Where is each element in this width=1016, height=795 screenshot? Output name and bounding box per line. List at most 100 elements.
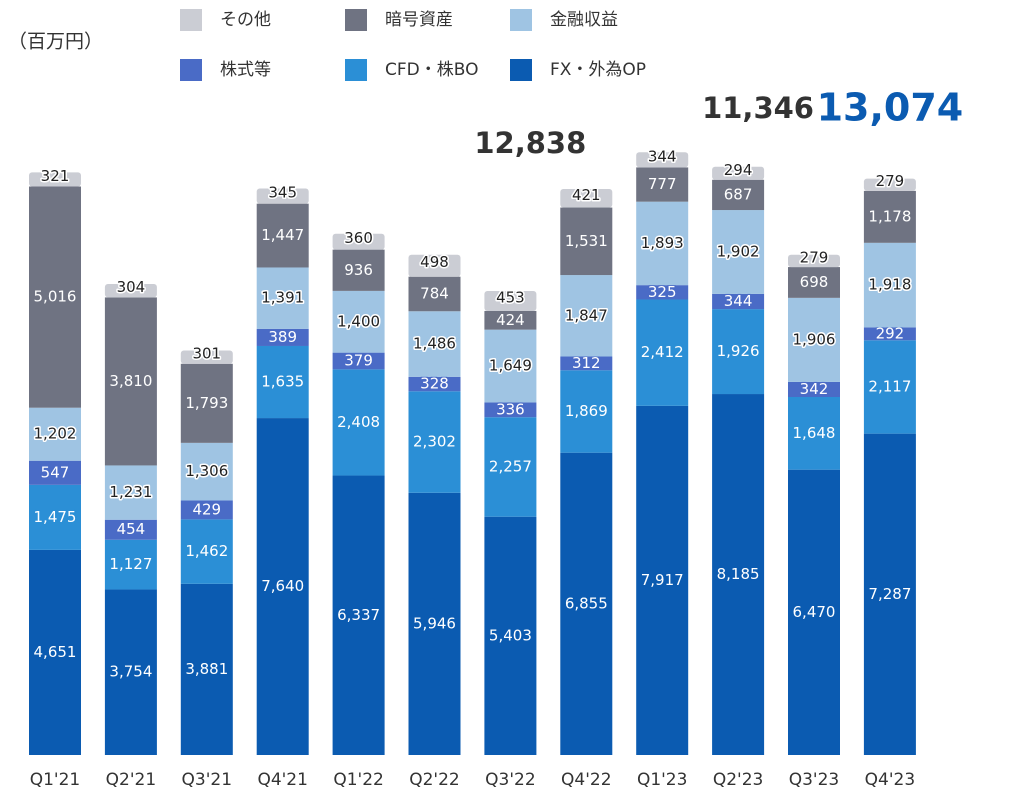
value-label: 321 (41, 167, 70, 185)
bar-segment (104, 589, 157, 755)
bar-segment (636, 152, 689, 168)
bar-segment (408, 492, 461, 755)
bar-segment (256, 345, 309, 419)
value-label: 1,462 (185, 542, 228, 560)
value-label: 784 (420, 284, 449, 302)
bar-segment (29, 186, 81, 408)
legend-label: 株式等 (220, 60, 271, 80)
value-label: 342 (800, 380, 829, 398)
value-label: 379 (344, 351, 373, 369)
bar-segment (863, 433, 916, 755)
value-label: 304 (117, 278, 146, 296)
bar-segment (104, 465, 157, 520)
bar-segment (332, 290, 385, 353)
bar-segment (560, 188, 613, 208)
value-label: 279 (876, 172, 905, 190)
x-tick-label: Q1'23 (637, 770, 688, 790)
bar-segment (788, 469, 840, 755)
value-label: 5,016 (34, 288, 77, 306)
legend-label: その他 (220, 10, 271, 30)
bar-segment (408, 276, 461, 312)
value-label: 294 (724, 161, 753, 179)
value-label: 1,649 (489, 357, 532, 375)
bar-segment (104, 284, 157, 298)
value-label: 1,648 (793, 424, 836, 442)
bar-segment (560, 207, 613, 276)
value-label: 2,302 (413, 433, 456, 451)
value-label: 344 (724, 292, 753, 310)
total-annotation: 12,838 (474, 126, 586, 160)
bar-segment (180, 583, 233, 755)
value-label: 1,202 (34, 425, 77, 443)
bar-segment (560, 370, 613, 453)
bar-segment (788, 254, 840, 268)
bar-segment (712, 309, 765, 395)
bar-segment (863, 178, 916, 191)
bar-segment (29, 549, 81, 755)
value-label: 2,408 (337, 413, 380, 431)
legend-label: 金融収益 (550, 10, 618, 30)
x-tick-label: Q2'21 (106, 770, 157, 790)
total-annotation: 11,346 (702, 91, 814, 125)
bar-segment (636, 405, 689, 755)
value-label: 1,906 (793, 330, 836, 348)
value-label: 498 (420, 253, 449, 271)
x-tick-label: Q4'21 (257, 770, 308, 790)
bar-segment (863, 190, 916, 243)
bar-segment (408, 311, 461, 377)
value-label: 6,337 (337, 606, 380, 624)
value-label: 3,754 (109, 663, 152, 681)
x-tick-label: Q4'22 (561, 770, 612, 790)
value-label: 1,847 (565, 306, 608, 324)
bar-segment (712, 293, 765, 310)
x-tick-label: Q2'23 (713, 770, 764, 790)
bar-segment (712, 166, 765, 180)
value-label: 429 (192, 500, 221, 518)
bar-segment (636, 201, 689, 286)
legend-swatch (345, 9, 367, 31)
bar-segment (332, 369, 385, 476)
bar-segment (484, 402, 537, 418)
bar-segment (332, 352, 385, 370)
bar-segment (180, 500, 233, 520)
bar-segment (484, 329, 537, 403)
value-label: 687 (724, 185, 753, 203)
bar-segment (484, 417, 537, 517)
bar-segment (636, 299, 689, 406)
bar-segment (408, 254, 461, 277)
bar-segment (484, 310, 537, 330)
bar-segment (484, 290, 537, 311)
value-label: 1,447 (261, 226, 304, 244)
value-label: 345 (268, 184, 297, 202)
bar-segment (560, 452, 613, 755)
value-label: 1,531 (565, 232, 608, 250)
value-label: 292 (876, 324, 905, 342)
bar-segment (408, 376, 461, 392)
legend-swatch (180, 59, 202, 81)
bar-segment (180, 350, 233, 364)
legend-swatch (510, 59, 532, 81)
value-label: 1,635 (261, 373, 304, 391)
value-label: 301 (192, 345, 221, 363)
value-label: 1,178 (868, 207, 911, 225)
unit-label: （百万円） (8, 31, 103, 53)
value-label: 7,640 (261, 577, 304, 595)
value-label: 421 (572, 186, 601, 204)
bar-segment (863, 242, 916, 328)
value-label: 6,470 (793, 603, 836, 621)
value-label: 7,917 (641, 571, 684, 589)
value-label: 1,486 (413, 335, 456, 353)
value-label: 1,391 (261, 289, 304, 307)
value-label: 2,412 (641, 343, 684, 361)
value-label: 325 (648, 283, 677, 301)
bar-segment (788, 396, 840, 470)
value-label: 1,902 (717, 242, 760, 260)
total-annotation: 13,074 (817, 86, 964, 130)
value-label: 344 (648, 147, 677, 165)
value-label: 3,881 (185, 660, 228, 678)
value-label: 312 (572, 354, 601, 372)
legend-swatch (180, 9, 202, 31)
value-label: 1,400 (337, 312, 380, 330)
value-label: 424 (496, 311, 525, 329)
bar-segment (788, 267, 840, 298)
